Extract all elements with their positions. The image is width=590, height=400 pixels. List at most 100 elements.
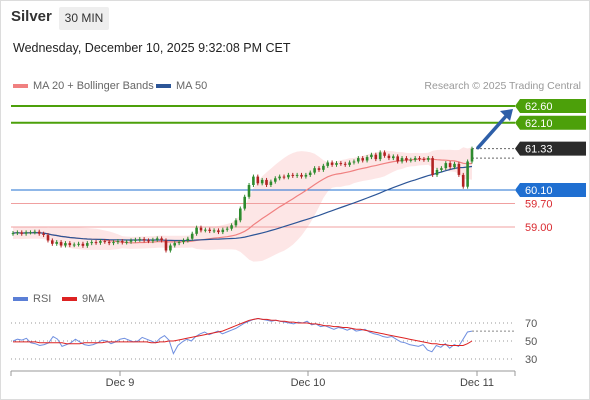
candle-body (212, 230, 216, 232)
rsi-series-9ma (13, 317, 473, 346)
candle-body (317, 168, 321, 170)
candle-body (343, 163, 347, 165)
candle-body (448, 163, 452, 168)
candle-body (121, 241, 124, 243)
candle-body (457, 163, 461, 175)
x-tick-label-2: Dec 11 (460, 377, 494, 389)
candle-body (86, 243, 89, 246)
candle-body (400, 158, 404, 162)
level-tag-60-10 (515, 183, 586, 198)
candle-body (164, 240, 168, 251)
candle-body (282, 176, 286, 178)
candle-body (304, 174, 308, 177)
level-label-62-10: 62.10 (525, 118, 553, 130)
legend-label-ma20: MA 20 + Bollinger Bands (33, 80, 154, 92)
rsi-tick-label-70: 70 (525, 318, 537, 330)
candle-body (160, 238, 163, 241)
chart-datetime: Wednesday, December 10, 2025 9:32:08 PM … (13, 41, 291, 55)
legend-swatch-ma50 (156, 84, 171, 88)
candle-body (169, 245, 172, 251)
candle-body (352, 161, 356, 163)
candle-body (116, 241, 120, 243)
candle-body (413, 158, 417, 160)
candle-body (453, 163, 456, 168)
candle-body (322, 165, 325, 170)
rsi-tick-label-50: 50 (525, 336, 537, 348)
candle-body (81, 243, 85, 246)
candle-body (431, 158, 434, 175)
candle-body (278, 176, 281, 179)
candle-body (138, 239, 142, 241)
bollinger-band (13, 147, 472, 262)
candle-body (225, 228, 229, 230)
legend-ma20-bollinger: MA 20 + Bollinger Bands (13, 80, 154, 92)
candle-body (68, 243, 72, 246)
candle-body (177, 242, 181, 244)
candle-body (265, 179, 268, 185)
timeframe-button[interactable]: 30 MIN (59, 7, 109, 30)
candle-body (470, 148, 474, 162)
candle-body (199, 227, 203, 231)
candle-body (33, 231, 37, 233)
research-credit: Research © 2025 Trading Central (424, 80, 581, 92)
legend-swatch-9ma (62, 297, 77, 301)
level-tag-61-33 (515, 141, 586, 156)
candle-body (29, 232, 32, 234)
candle-body (11, 233, 15, 235)
candle-body (339, 163, 343, 165)
candle-body (190, 233, 194, 239)
candle-body (94, 242, 98, 244)
candle-body (112, 242, 115, 244)
legend-swatch-rsi (13, 297, 28, 301)
candle-body (260, 179, 264, 184)
legend-swatch-ma20 (13, 84, 28, 88)
candle-body (99, 241, 102, 243)
legend-label-rsi: RSI (33, 293, 52, 305)
level-tag-62-60 (515, 99, 586, 113)
candle-body (348, 162, 351, 165)
candle-body (396, 156, 399, 162)
candle-body (151, 239, 155, 242)
candle-body (357, 158, 360, 162)
candle-body (142, 239, 146, 241)
candle-body (440, 168, 443, 170)
candle-body (125, 241, 128, 243)
candle-body (295, 174, 299, 176)
candle-body (300, 174, 303, 177)
projection-arrow-shaft (476, 113, 509, 150)
candle-body (37, 231, 41, 234)
symbol-title: Silver (11, 8, 52, 25)
candle-body (243, 196, 246, 209)
candle-body (90, 242, 93, 244)
candle-body (217, 230, 220, 233)
candle-body (208, 229, 211, 231)
candle-body (247, 185, 251, 197)
rsi-series-rsi (12, 317, 473, 355)
candle-body (186, 238, 190, 241)
candle-body (24, 232, 28, 234)
legend-rsi: RSI (13, 293, 51, 305)
candle-body (64, 243, 67, 246)
candle-body (147, 240, 150, 242)
candle-body (155, 238, 159, 240)
candle-body (291, 174, 295, 176)
candle-body (274, 178, 277, 182)
candle-body (77, 243, 80, 245)
candle-body (182, 240, 185, 243)
candle-body (234, 220, 238, 226)
candle-body (308, 172, 312, 175)
candle-body (256, 176, 260, 184)
projection-arrow-head (500, 109, 513, 121)
candle-body (42, 233, 45, 235)
legend-9ma: 9MA (62, 293, 105, 305)
level-label-62-60: 62.60 (525, 101, 553, 113)
candle-body (55, 242, 58, 244)
candle-body (422, 159, 426, 161)
candle-body (405, 158, 408, 161)
candle-body (427, 158, 430, 160)
level-label-59-00: 59.00 (525, 222, 553, 234)
legend-label-ma50: MA 50 (176, 80, 208, 92)
candle-body (252, 176, 255, 185)
candle-body (418, 158, 421, 160)
